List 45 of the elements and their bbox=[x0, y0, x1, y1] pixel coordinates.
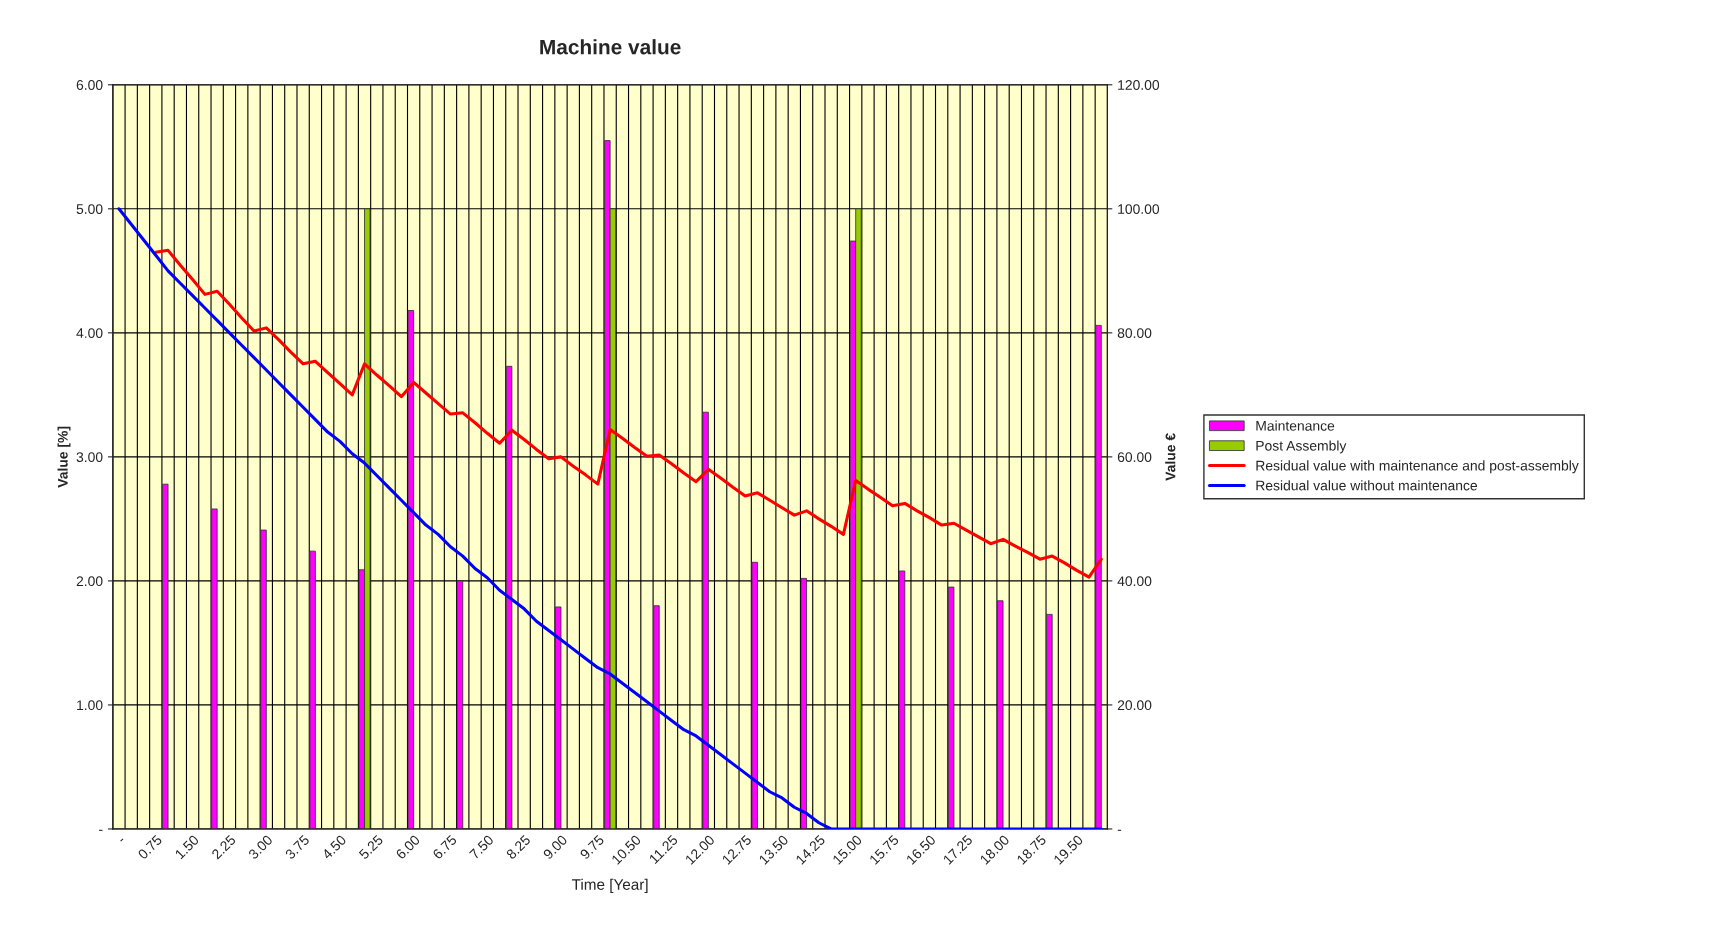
bar bbox=[653, 605, 660, 829]
bar bbox=[456, 580, 464, 829]
y2-tick-label: 20.00 bbox=[1117, 700, 1152, 711]
y2-axis-title: Value € bbox=[1165, 433, 1176, 481]
line-series bbox=[154, 248, 1103, 579]
y-tick-label: 2.00 bbox=[76, 576, 103, 587]
y-tick-label: 3.00 bbox=[76, 452, 103, 463]
y-tick-label: 5.00 bbox=[76, 204, 103, 214]
x-tick-label: 7.50 bbox=[468, 834, 495, 860]
legend-label: Residual value with maintenance and post-assembly bbox=[1256, 460, 1579, 474]
y-tick-label: 4.00 bbox=[76, 328, 103, 339]
legend-label: Post Assembly bbox=[1256, 440, 1347, 454]
x-axis-title: Time [Year] bbox=[571, 878, 648, 893]
bar bbox=[702, 411, 709, 829]
bar bbox=[898, 570, 906, 829]
legend-label: Maintenance bbox=[1256, 420, 1335, 431]
x-tick-label: 1.50 bbox=[174, 834, 200, 860]
y-tick-label: - bbox=[99, 829, 103, 831]
bar bbox=[1046, 613, 1053, 829]
y-axis-title: Value [%] bbox=[57, 426, 71, 488]
bar bbox=[751, 561, 758, 829]
bar bbox=[555, 606, 562, 829]
y2-tick-label: 80.00 bbox=[1117, 328, 1152, 339]
bar bbox=[407, 310, 415, 829]
bar bbox=[309, 550, 316, 829]
bar bbox=[211, 508, 218, 829]
bar bbox=[800, 578, 807, 829]
bar bbox=[505, 365, 513, 829]
y2-tick-label: - bbox=[1117, 829, 1122, 831]
bar bbox=[1095, 324, 1102, 829]
line-series bbox=[117, 207, 1103, 829]
y2-tick-label: 40.00 bbox=[1117, 576, 1152, 587]
x-tick-label: 6.00 bbox=[395, 834, 421, 860]
bar bbox=[997, 600, 1004, 829]
x-tick-label: 4.50 bbox=[321, 834, 347, 860]
chart-title: Machine value bbox=[540, 39, 681, 55]
y-tick-label: 6.00 bbox=[76, 80, 103, 90]
legend-label: Residual value without maintenance bbox=[1256, 480, 1478, 491]
bar bbox=[162, 483, 169, 829]
bar bbox=[260, 529, 267, 829]
y-tick-label: 1.00 bbox=[77, 700, 103, 711]
y2-tick-label: 60.00 bbox=[1117, 452, 1152, 463]
bar bbox=[947, 586, 955, 829]
y2-tick-label: 100.00 bbox=[1118, 204, 1160, 214]
y2-tick-label: 120.00 bbox=[1118, 80, 1160, 90]
